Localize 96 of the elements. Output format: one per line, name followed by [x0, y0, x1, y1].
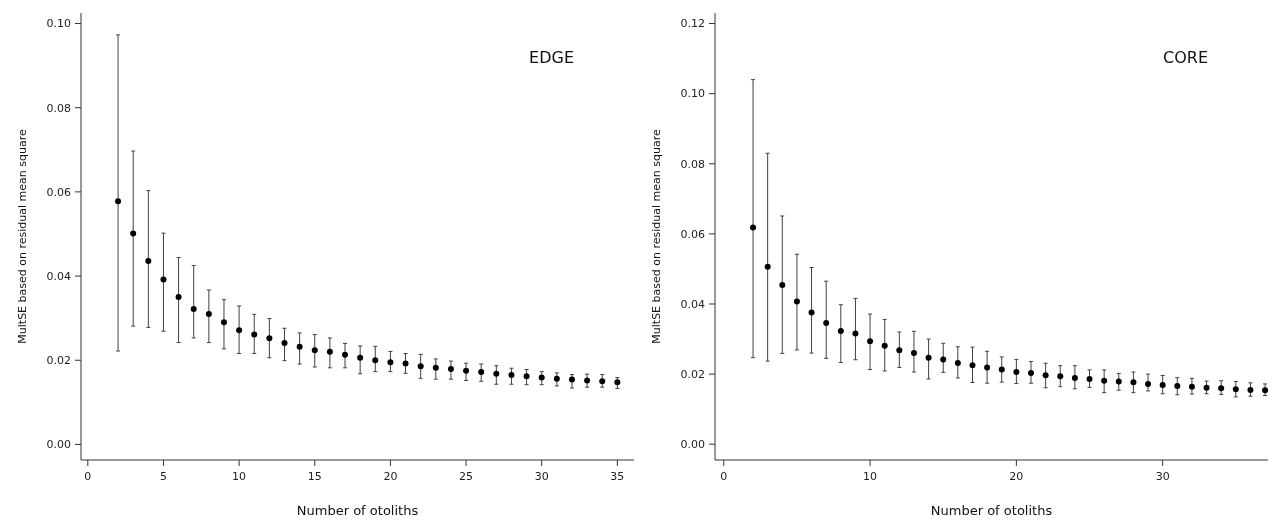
point	[1174, 383, 1181, 390]
point	[1159, 381, 1166, 388]
x-tick-label: 35	[610, 470, 625, 483]
point	[764, 263, 771, 270]
point	[1130, 379, 1137, 386]
y-tick-label: 0.08	[46, 101, 71, 115]
point	[251, 331, 258, 338]
point	[1101, 377, 1108, 384]
x-tick-label: 20	[1009, 470, 1024, 483]
point	[342, 351, 349, 358]
point	[145, 257, 152, 264]
point	[925, 354, 932, 361]
y-tick-label: 0.12	[680, 17, 705, 31]
x-tick-label: 30	[1155, 470, 1170, 483]
point	[130, 230, 137, 237]
x-tick-label: 25	[459, 470, 474, 483]
point	[998, 366, 1005, 373]
point	[750, 224, 757, 231]
x-tick-label: 10	[232, 470, 247, 483]
x-tick-label: 15	[307, 470, 322, 483]
point	[1115, 378, 1122, 385]
point	[326, 348, 333, 355]
point	[940, 356, 947, 363]
x-tick-label: 10	[863, 470, 878, 483]
point	[808, 309, 815, 316]
point	[584, 377, 591, 384]
point	[969, 362, 976, 369]
y-tick-label: 0.10	[46, 17, 71, 31]
point	[896, 347, 903, 354]
x-tick-label: 30	[534, 470, 549, 483]
point	[852, 330, 859, 337]
point	[881, 342, 888, 349]
point	[417, 363, 424, 370]
point	[205, 310, 212, 317]
x-tick-label: 5	[159, 470, 167, 483]
point	[984, 364, 991, 371]
point	[281, 339, 288, 346]
point	[357, 354, 364, 361]
point	[867, 338, 874, 345]
point	[463, 367, 470, 374]
y-axis-title: MultSE based on residual mean square	[16, 129, 29, 344]
point	[190, 305, 197, 312]
point	[1071, 374, 1078, 381]
point	[296, 343, 303, 350]
point	[1028, 370, 1034, 377]
text: CORE	[1163, 48, 1208, 67]
y-tick-label: 0.02	[46, 354, 71, 368]
point	[402, 360, 409, 367]
y-tick-label: 0.00	[680, 438, 705, 452]
point	[523, 373, 530, 380]
point	[1188, 383, 1195, 390]
x-tick-label: 0	[84, 470, 92, 483]
point	[837, 327, 844, 334]
y-axis-title: MultSE based on residual mean square	[650, 129, 663, 344]
y-tick-label: 0.02	[680, 367, 705, 381]
point	[1145, 380, 1152, 387]
y-tick-label: 0.04	[680, 297, 705, 311]
point	[910, 350, 917, 357]
point	[387, 359, 394, 366]
point	[236, 327, 243, 334]
point	[1042, 372, 1049, 379]
point	[1057, 373, 1064, 380]
point	[1203, 384, 1210, 391]
point	[599, 378, 606, 385]
point	[478, 369, 485, 376]
y-tick-label: 0.10	[680, 87, 705, 101]
point	[1262, 387, 1269, 394]
point	[311, 347, 318, 354]
point	[447, 366, 454, 373]
point	[508, 371, 515, 378]
point	[493, 370, 500, 377]
point	[823, 319, 830, 326]
point	[779, 282, 786, 289]
point	[793, 298, 800, 305]
point	[160, 276, 167, 283]
y-tick-label: 0.00	[46, 438, 71, 452]
point	[954, 359, 961, 366]
y-tick-label: 0.04	[46, 269, 71, 283]
y-tick-label: 0.08	[680, 157, 705, 171]
point	[175, 294, 182, 301]
point	[1232, 386, 1239, 393]
point	[115, 198, 122, 205]
y-tick-label: 0.06	[680, 227, 705, 241]
x-axis-title: Number of otoliths	[930, 503, 1053, 518]
x-tick-label: 0	[720, 470, 728, 483]
y-tick-label: 0.06	[46, 185, 71, 199]
point	[220, 319, 227, 326]
point	[432, 364, 439, 371]
point	[1086, 376, 1093, 383]
point	[266, 335, 273, 342]
text: EDGE	[529, 48, 574, 67]
point	[1013, 369, 1020, 375]
point	[372, 357, 379, 364]
point	[1247, 386, 1254, 393]
x-tick-label: 20	[383, 470, 398, 483]
x-axis-title: Number of otoliths	[296, 503, 419, 518]
